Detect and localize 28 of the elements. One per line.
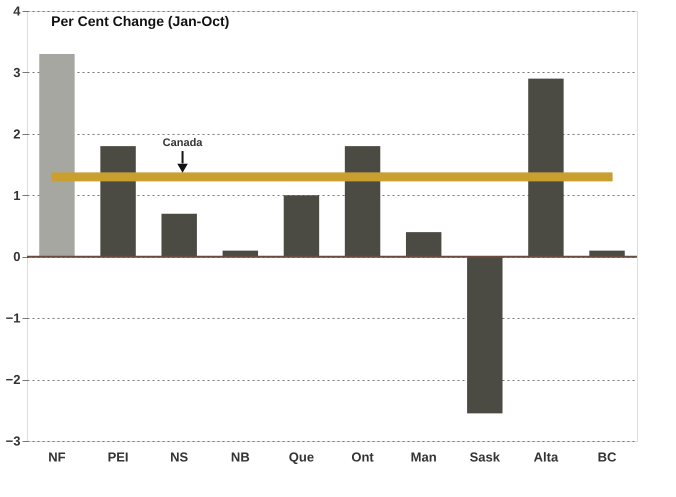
x-tick-label: NS [170, 450, 189, 464]
y-tick-label: −3 [6, 434, 20, 448]
bar [406, 232, 442, 257]
x-tick-label: Ont [351, 450, 374, 464]
x-tick-label: NF [48, 450, 66, 464]
x-tick-label: Alta [534, 450, 559, 464]
bar [100, 146, 136, 257]
y-tick-label: −1 [6, 310, 20, 326]
x-tick-label: NB [230, 450, 250, 464]
x-tick-label: PEI [108, 450, 129, 464]
bar [344, 146, 380, 257]
x-tick-label: Sask [470, 450, 501, 464]
bar [161, 214, 197, 257]
ref-line-label: Canada [162, 136, 204, 149]
y-tick-label: 4 [13, 4, 22, 18]
chart-title: Per Cent Change (Jan-Oct) [51, 13, 230, 29]
bar [39, 54, 75, 257]
bar [467, 256, 503, 414]
y-tick-label: 1 [13, 188, 20, 203]
x-tick-label: BC [598, 450, 618, 464]
bar [528, 78, 564, 257]
y-tick-label: 2 [13, 126, 20, 142]
y-tick-label: 3 [13, 64, 20, 80]
x-tick-label: Que [288, 450, 314, 464]
y-tick-label: −2 [6, 372, 20, 388]
y-tick-label: 0 [13, 249, 20, 264]
bar [284, 195, 320, 257]
x-tick-label: Man [410, 450, 437, 464]
